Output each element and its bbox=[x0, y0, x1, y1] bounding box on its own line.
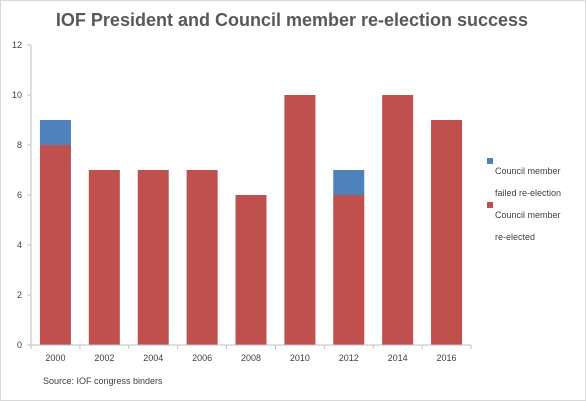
bar-re-elected-2008 bbox=[235, 195, 267, 345]
x-tick-label: 2010 bbox=[290, 353, 310, 363]
bar-re-elected-2006 bbox=[186, 170, 218, 345]
y-tick-label: 10 bbox=[12, 90, 22, 100]
legend-label-line: failed re-election bbox=[495, 188, 562, 198]
y-tick-label: 8 bbox=[17, 140, 22, 150]
x-tick-label: 2002 bbox=[94, 353, 114, 363]
y-tick-label: 12 bbox=[12, 40, 22, 50]
y-tick-label: 4 bbox=[17, 240, 22, 250]
y-tick-label: 6 bbox=[17, 190, 22, 200]
x-axis: 2000 2002 2004 2006 2008 2010 2012 2014 2016 bbox=[30, 344, 472, 363]
legend-label-line: re-elected bbox=[495, 232, 536, 242]
legend-label-line: Council member bbox=[495, 166, 561, 176]
x-tick-label: 2004 bbox=[143, 353, 163, 363]
bar-re-elected-2014 bbox=[382, 95, 414, 345]
bar-re-elected-2004 bbox=[137, 170, 169, 345]
legend-swatch-red bbox=[487, 202, 493, 208]
bar-re-elected-2000 bbox=[39, 145, 71, 345]
chart-title: IOF President and Council member re-elec… bbox=[55, 10, 529, 30]
bar-re-elected-2012 bbox=[333, 195, 365, 345]
y-tick-label: 0 bbox=[17, 340, 22, 350]
source-note: Source: IOF congress binders bbox=[43, 376, 163, 386]
bars bbox=[39, 95, 463, 345]
bar-re-elected-2010 bbox=[284, 95, 316, 345]
x-tick-label: 2008 bbox=[241, 353, 261, 363]
bar-failed-re-election-2012 bbox=[333, 170, 365, 195]
x-tick-label: 2006 bbox=[192, 353, 212, 363]
legend-swatch-blue bbox=[487, 158, 493, 164]
legend-label-failed-re-election: Council member failed re-election bbox=[495, 155, 567, 210]
x-tick-label: 2014 bbox=[388, 353, 408, 363]
x-tick-label: 2012 bbox=[339, 353, 359, 363]
bar-re-elected-2016 bbox=[431, 120, 463, 345]
x-tick-label: 2016 bbox=[437, 353, 457, 363]
legend-label-line: Council member bbox=[495, 210, 561, 220]
y-tick-label: 2 bbox=[17, 290, 22, 300]
x-tick-label: 2000 bbox=[45, 353, 65, 363]
bar-failed-re-election-2000 bbox=[39, 120, 71, 145]
y-axis: 0 2 4 6 8 10 12 bbox=[12, 40, 32, 350]
legend-label-re-elected: Council member re-elected bbox=[495, 199, 567, 254]
bar-re-elected-2002 bbox=[88, 170, 120, 345]
